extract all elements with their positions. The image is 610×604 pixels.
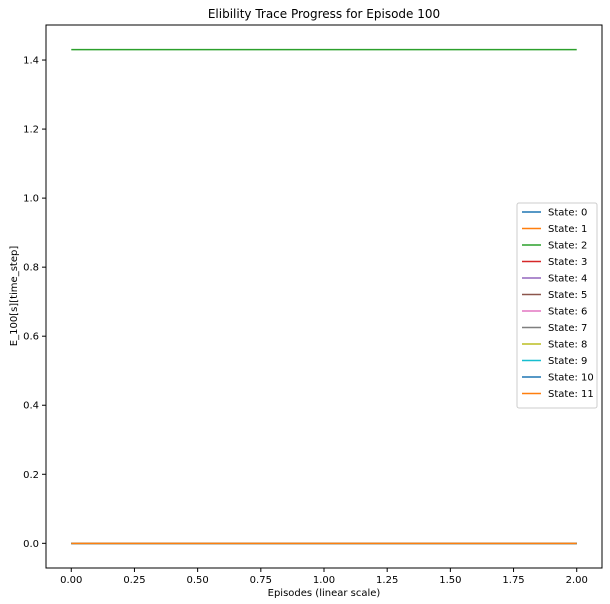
legend-label: State: 4 — [548, 274, 587, 285]
legend-label: State: 11 — [548, 389, 594, 400]
y-tick-label: 0.6 — [23, 332, 39, 343]
legend-label: State: 0 — [548, 208, 587, 219]
legend: State: 0 State: 1 State: 2 State: 3 State: 4… — [516, 202, 598, 409]
x-axis-label: Episodes (linear scale) — [268, 588, 381, 599]
legend-label: State: 2 — [548, 241, 587, 252]
legend-label: State: 5 — [548, 290, 587, 301]
legend-box — [516, 202, 598, 409]
x-tick-label: 2.00 — [566, 575, 588, 586]
y-tick-label: 0.8 — [23, 263, 39, 274]
y-tick-label: 0.4 — [23, 401, 39, 412]
x-tick-label: 1.25 — [376, 575, 398, 586]
x-axis-ticks: 0.00 0.25 0.50 0.75 1.00 1.25 1.50 1.75 2.00 — [60, 568, 588, 586]
y-tick-label: 1.4 — [23, 56, 39, 67]
x-tick-label: 1.50 — [439, 575, 461, 586]
legend-label: State: 7 — [548, 323, 587, 334]
x-tick-label: 0.25 — [123, 575, 145, 586]
legend-label: State: 3 — [548, 257, 587, 268]
x-tick-label: 1.75 — [502, 575, 524, 586]
series-layer — [71, 48, 577, 545]
y-tick-label: 0.0 — [23, 539, 39, 550]
y-tick-label: 1.0 — [23, 194, 39, 205]
x-tick-label: 0.50 — [187, 575, 209, 586]
x-tick-label: 0.75 — [250, 575, 272, 586]
legend-label: State: 8 — [548, 340, 587, 351]
plot-frame — [45, 24, 603, 569]
y-tick-label: 0.2 — [23, 470, 39, 481]
y-tick-label: 1.2 — [23, 125, 39, 136]
legend-label: State: 10 — [548, 373, 594, 384]
legend-label: State: 9 — [548, 356, 587, 367]
y-axis-ticks: 0.0 0.2 0.4 0.6 0.8 1.0 1.2 1.4 — [23, 56, 46, 550]
x-tick-label: 1.00 — [313, 575, 335, 586]
legend-label: State: 6 — [548, 307, 587, 318]
chart-title: Elibility Trace Progress for Episode 100 — [208, 7, 440, 21]
x-tick-label: 0.00 — [60, 575, 82, 586]
legend-label: State: 1 — [548, 224, 587, 235]
y-axis-label: E_100[s][time_step] — [9, 246, 20, 347]
